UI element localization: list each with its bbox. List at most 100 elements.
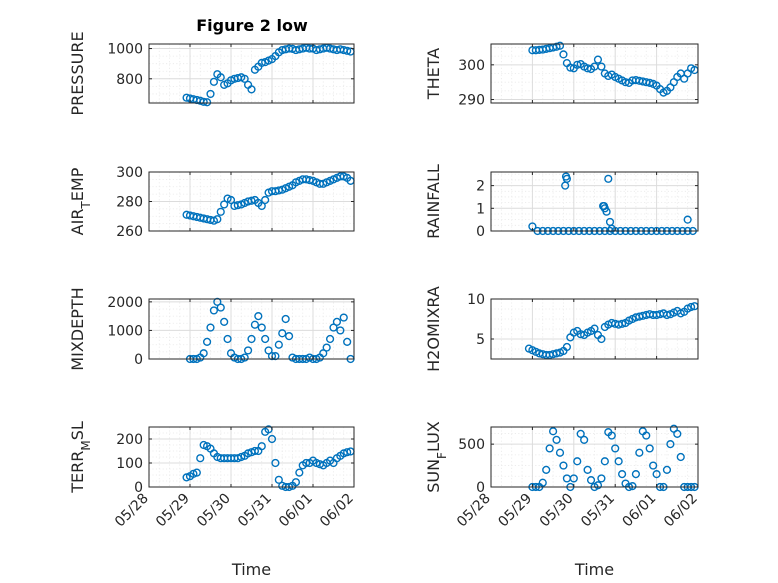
- data-point: [247, 334, 256, 344]
- x-tick-label: 05/30: [537, 491, 577, 531]
- data-point: [240, 353, 249, 362]
- axes-box: [148, 298, 355, 360]
- y-axis-label: RAINFALL: [424, 164, 443, 239]
- x-tick-label: 05/30: [194, 491, 234, 531]
- subplot-theta: 290 300 THETA: [424, 41, 699, 109]
- axes-box: [148, 43, 355, 104]
- data-point: [332, 317, 342, 326]
- data-point: [247, 85, 256, 94]
- data-point: [295, 468, 304, 477]
- data-point: [566, 333, 575, 342]
- y-tick-label: 2000: [107, 295, 143, 311]
- data-point: [261, 334, 270, 344]
- x-tick-label: 05/28: [454, 491, 494, 531]
- data-point: [254, 312, 263, 321]
- y-axis-label: MIXDEPTH: [68, 287, 87, 370]
- data-point: [666, 440, 675, 449]
- data-point: [597, 474, 606, 483]
- data-point: [343, 337, 352, 346]
- data-point: [686, 302, 696, 312]
- data-point: [329, 323, 338, 332]
- axes-box: [148, 426, 355, 488]
- data-point: [243, 346, 253, 355]
- data-point: [642, 431, 651, 440]
- y-tick-label: 300: [116, 165, 143, 181]
- data-point: [271, 458, 280, 468]
- data-point: [683, 215, 692, 224]
- data-point: [645, 444, 654, 453]
- axes-box: [490, 171, 699, 232]
- x-tick-label: 05/31: [578, 491, 618, 531]
- y-tick-label: 260: [116, 224, 143, 240]
- subplot-air-temp: 260 280 300 AIRTEMP: [68, 165, 355, 240]
- data-point: [226, 195, 236, 205]
- figure-title: Figure 2 low: [196, 16, 308, 35]
- data-point: [267, 352, 277, 361]
- data-point: [545, 444, 554, 453]
- data-point: [274, 475, 283, 484]
- y-tick-label: 800: [116, 72, 143, 88]
- data-point: [261, 195, 270, 205]
- data-point: [302, 458, 311, 468]
- y-axis-label: PRESSURE: [68, 31, 87, 115]
- axes-box: [490, 43, 699, 104]
- y-axis-label: AIRTEMP: [68, 167, 93, 235]
- subplot-terr-msl: 0 100 200 TERRMSL 05/28 05/29 05/30 05/31 06/01 0…: [68, 421, 357, 579]
- x-tick-label: 06/02: [661, 491, 701, 531]
- data-point: [569, 474, 578, 483]
- y-tick-label: 0: [476, 224, 485, 240]
- data-point: [267, 434, 277, 444]
- y-tick-label: 5: [476, 332, 485, 348]
- data-point: [274, 340, 283, 349]
- data-point: [607, 431, 616, 440]
- data-point: [586, 476, 596, 485]
- y-tick-label: 280: [116, 195, 143, 211]
- data-point: [552, 42, 561, 51]
- data-point: [597, 334, 606, 344]
- data-point: [559, 50, 568, 59]
- y-tick-label: 290: [458, 93, 485, 109]
- data-point: [652, 470, 661, 479]
- x-tick-label: 05/29: [153, 491, 193, 531]
- axes-box: [490, 426, 699, 488]
- data-point: [562, 342, 572, 352]
- axes-box: [490, 298, 699, 360]
- y-axis-label: H2OMIXRA: [424, 286, 443, 372]
- data-point: [566, 63, 575, 72]
- data-point: [604, 174, 613, 183]
- data-point: [216, 207, 225, 216]
- data-point: [590, 324, 599, 333]
- y-tick-label: 1000: [107, 323, 143, 339]
- y-axis-label: SUNFLUX: [424, 421, 449, 493]
- x-tick-label: 06/01: [276, 491, 316, 531]
- data-point: [555, 448, 565, 457]
- subplot-rainfall: 0 1 2 RAINFALL: [424, 164, 699, 240]
- data-point: [631, 470, 641, 479]
- data-point: [662, 465, 672, 474]
- data-point: [223, 334, 232, 344]
- data-point: [257, 323, 266, 332]
- data-point: [649, 461, 658, 470]
- y-axis-label: THETA: [424, 48, 443, 100]
- data-point: [576, 429, 585, 438]
- x-tick-label: 06/02: [317, 491, 357, 531]
- y-tick-label: 0: [134, 480, 143, 496]
- data-point: [250, 320, 260, 329]
- data-point: [617, 470, 627, 479]
- data-point: [573, 457, 582, 466]
- data-point: [192, 468, 201, 477]
- data-point: [325, 334, 335, 344]
- x-axis-label: Time: [574, 560, 614, 579]
- data-point: [662, 310, 672, 320]
- y-tick-label: 500: [458, 437, 485, 453]
- data-point: [600, 457, 609, 466]
- data-point: [583, 465, 592, 474]
- data-point: [291, 478, 301, 487]
- subplot-h2omixra: 5 10 H2OMIXRA: [424, 286, 699, 372]
- data-point: [209, 306, 219, 315]
- data-point: [240, 74, 249, 83]
- data-point: [538, 478, 547, 487]
- x-tick-label: 05/28: [112, 491, 152, 531]
- data-point: [555, 41, 565, 50]
